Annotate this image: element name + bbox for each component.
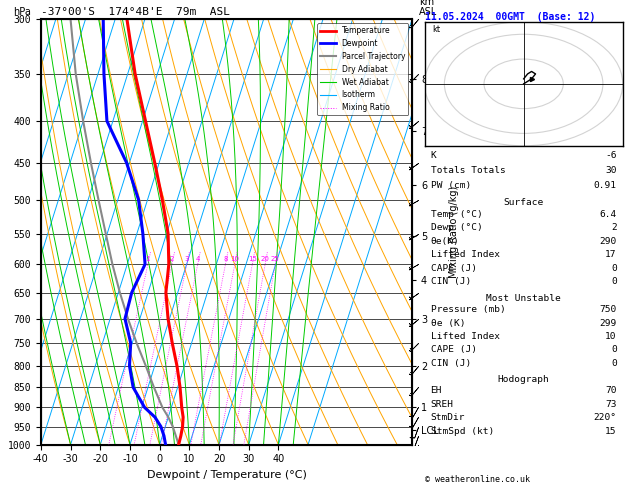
- Text: 750: 750: [599, 305, 617, 314]
- Text: 8: 8: [223, 256, 228, 262]
- Text: 3: 3: [184, 256, 189, 262]
- Text: 220°: 220°: [594, 413, 617, 422]
- Text: Temp (°C): Temp (°C): [430, 210, 482, 219]
- Text: SREH: SREH: [430, 400, 454, 409]
- Text: CAPE (J): CAPE (J): [430, 345, 477, 354]
- Text: θe(K): θe(K): [430, 237, 459, 246]
- Text: Totals Totals: Totals Totals: [430, 166, 505, 175]
- Text: -37°00'S  174°4B'E  79m  ASL: -37°00'S 174°4B'E 79m ASL: [41, 7, 230, 17]
- Text: 2: 2: [611, 223, 617, 232]
- Text: K: K: [430, 151, 437, 160]
- Text: θe (K): θe (K): [430, 318, 465, 328]
- Text: 4: 4: [196, 256, 200, 262]
- Text: 25: 25: [271, 256, 279, 262]
- Text: 0: 0: [611, 359, 617, 368]
- Text: 70: 70: [605, 386, 617, 396]
- Text: 0: 0: [611, 264, 617, 273]
- Text: Most Unstable: Most Unstable: [486, 294, 561, 303]
- Text: EH: EH: [430, 386, 442, 396]
- Text: km
ASL: km ASL: [420, 0, 438, 17]
- Text: Hodograph: Hodograph: [498, 375, 550, 384]
- Text: 1: 1: [145, 256, 150, 262]
- Text: 10: 10: [605, 332, 617, 341]
- Text: Pressure (mb): Pressure (mb): [430, 305, 505, 314]
- Text: 73: 73: [605, 400, 617, 409]
- Text: Lifted Index: Lifted Index: [430, 250, 499, 260]
- Text: CIN (J): CIN (J): [430, 278, 470, 286]
- Legend: Temperature, Dewpoint, Parcel Trajectory, Dry Adiabat, Wet Adiabat, Isotherm, Mi: Temperature, Dewpoint, Parcel Trajectory…: [317, 23, 408, 115]
- Text: 290: 290: [599, 237, 617, 246]
- Text: hPa: hPa: [13, 7, 31, 17]
- Text: 0.91: 0.91: [594, 181, 617, 190]
- Text: 30: 30: [605, 166, 617, 175]
- Text: 15: 15: [248, 256, 257, 262]
- Text: Lifted Index: Lifted Index: [430, 332, 499, 341]
- Text: © weatheronline.co.uk: © weatheronline.co.uk: [425, 474, 530, 484]
- Text: 6.4: 6.4: [599, 210, 617, 219]
- Text: 0: 0: [611, 345, 617, 354]
- Text: Dewp (°C): Dewp (°C): [430, 223, 482, 232]
- Text: StmDir: StmDir: [430, 413, 465, 422]
- Text: 17: 17: [605, 250, 617, 260]
- X-axis label: Dewpoint / Temperature (°C): Dewpoint / Temperature (°C): [147, 470, 306, 480]
- Text: 11.05.2024  00GMT  (Base: 12): 11.05.2024 00GMT (Base: 12): [425, 12, 595, 22]
- Text: CAPE (J): CAPE (J): [430, 264, 477, 273]
- Text: -6: -6: [605, 151, 617, 160]
- Text: 20: 20: [260, 256, 269, 262]
- Text: 10: 10: [230, 256, 239, 262]
- Text: StmSpd (kt): StmSpd (kt): [430, 427, 494, 435]
- Text: Mixing Ratio (g/kg): Mixing Ratio (g/kg): [449, 186, 459, 278]
- Text: Surface: Surface: [504, 198, 543, 207]
- Text: kt: kt: [433, 25, 441, 34]
- Text: PW (cm): PW (cm): [430, 181, 470, 190]
- Text: CIN (J): CIN (J): [430, 359, 470, 368]
- Text: 15: 15: [605, 427, 617, 435]
- Text: 299: 299: [599, 318, 617, 328]
- Text: 0: 0: [611, 278, 617, 286]
- Text: 2: 2: [170, 256, 174, 262]
